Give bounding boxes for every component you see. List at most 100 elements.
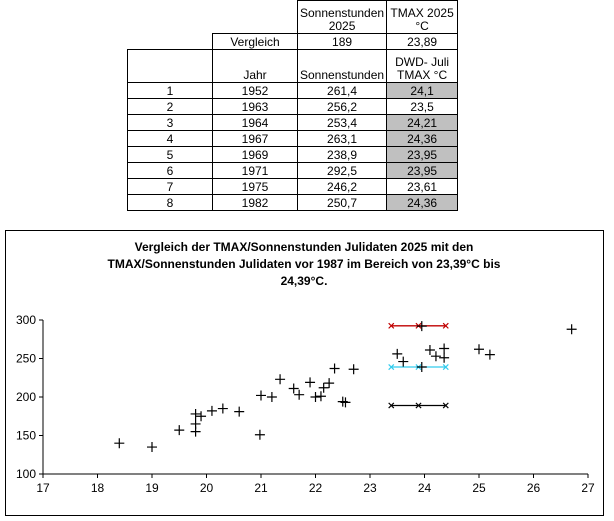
data-point [392, 348, 403, 359]
data-point [416, 361, 427, 372]
data-point [439, 352, 450, 363]
x-tick-label: 18 [91, 481, 105, 495]
row-number: 5 [127, 146, 213, 163]
row-number: 7 [127, 178, 213, 195]
row-tmax: 24,36 [386, 130, 459, 147]
data-point [318, 382, 329, 393]
data-point [254, 429, 265, 440]
table-row: 7 1975 246,2 23,61 [127, 178, 459, 195]
data-point [294, 389, 305, 400]
reference-marker [415, 402, 422, 409]
data-point [424, 345, 435, 356]
data-point [484, 349, 495, 360]
x-tick-label: 27 [581, 481, 595, 495]
data-point [190, 426, 201, 437]
data-point [416, 321, 427, 332]
data-point [217, 403, 228, 414]
header2-tmax: DWD- Juli TMAX °C [386, 49, 459, 83]
row-number: 3 [127, 114, 213, 131]
row-year: 1969 [212, 146, 298, 163]
row-tmax: 23,95 [386, 162, 459, 179]
data-point [190, 408, 201, 419]
row-number: 8 [127, 194, 213, 211]
table-row: 2 1963 256,2 23,5 [127, 98, 459, 115]
row-year: 1963 [212, 98, 298, 115]
reference-marker [442, 364, 449, 371]
chart-title-line: Vergleich der TMAX/Sonnenstunden Julidat… [134, 240, 474, 254]
vergleich-sonnen: 189 [296, 33, 388, 50]
row-sonnenstunden: 246,2 [296, 178, 388, 195]
vergleich-empty [128, 34, 213, 50]
reference-marker [388, 402, 395, 409]
x-tick-label: 19 [145, 481, 159, 495]
row-sonnenstunden: 292,5 [296, 162, 388, 179]
table-row: 1 1952 261,4 24,1 [127, 82, 459, 99]
row-year: 1971 [212, 162, 298, 179]
reference-marker [388, 322, 395, 329]
data-point [324, 378, 335, 389]
data-point [348, 364, 359, 375]
chart-title-line: 24,39°C. [280, 274, 328, 288]
data-point [398, 356, 409, 367]
data-point [329, 363, 340, 374]
table-row: 3 1964 253,4 24,21 [127, 114, 459, 131]
data-point [337, 396, 348, 407]
row-sonnenstunden: 238,9 [296, 146, 388, 163]
x-tick-label: 24 [418, 481, 432, 495]
scatter-plot: 100 150 200 250 300 17 18 19 20 21 22 23 24 25 26 27 [16, 313, 595, 495]
table-row: 8 1982 250,7 24,36 [127, 194, 459, 211]
y-tick-label: 250 [16, 352, 36, 366]
chart-title-line: TMAX/Sonnenstunden Julidaten vor 1987 im… [107, 257, 501, 271]
table-row: 5 1969 238,9 23,95 [127, 146, 459, 163]
chart-title: Vergleich der TMAX/Sonnenstunden Julidat… [74, 239, 534, 290]
y-tick-label: 200 [16, 390, 36, 404]
row-year: 1964 [212, 114, 298, 131]
reference-marker [388, 364, 395, 371]
header-empty-1 [128, 1, 213, 34]
x-tick-label: 22 [309, 481, 323, 495]
row-year: 1967 [212, 130, 298, 147]
data-point [196, 411, 207, 422]
data-point [430, 351, 441, 362]
data-point [256, 390, 266, 401]
data-point [266, 392, 277, 402]
data-point [439, 343, 450, 354]
row-sonnenstunden: 263,1 [296, 130, 388, 147]
row-tmax: 23,95 [386, 146, 459, 163]
x-tick-label: 26 [527, 481, 541, 495]
row-sonnenstunden: 261,4 [296, 82, 388, 99]
chart-area: Vergleich der TMAX/Sonnenstunden Julidat… [5, 230, 604, 516]
row-tmax: 24,21 [386, 114, 459, 131]
row-sonnenstunden: 256,2 [296, 98, 388, 115]
data-point [340, 397, 351, 408]
x-tick-label: 17 [36, 481, 50, 495]
data-point [288, 383, 299, 394]
vergleich-tmax: 23,89 [386, 33, 459, 50]
row-sonnenstunden: 253,4 [296, 114, 388, 131]
row-tmax: 23,61 [386, 178, 459, 195]
row-number: 2 [127, 98, 213, 115]
x-tick-label: 25 [472, 481, 486, 495]
x-tick-label: 21 [254, 481, 268, 495]
header-tmax-2025: TMAX 2025 °C [386, 0, 459, 34]
x-tick-label: 20 [200, 481, 214, 495]
vergleich-label: Vergleich [212, 33, 298, 50]
row-number: 4 [127, 130, 213, 147]
row-tmax: 24,1 [386, 82, 459, 99]
data-point [147, 442, 157, 453]
table-row: 6 1971 292,5 23,95 [127, 162, 459, 179]
data-point [315, 391, 326, 402]
data-point [275, 374, 286, 385]
row-sonnenstunden: 250,7 [296, 194, 388, 211]
header2-sonnen: Sonnenstunden [296, 49, 388, 83]
row-year: 1952 [212, 82, 298, 99]
data-point [566, 324, 577, 335]
row-number: 1 [127, 82, 213, 99]
header-empty-2 [213, 1, 298, 34]
x-tick-label: 23 [363, 481, 377, 495]
reference-marker [442, 402, 449, 409]
comparison-table: Sonnenstunden 2025 TMAX 2025 °C Vergleic… [127, 0, 459, 211]
data-point [234, 406, 245, 417]
data-point [114, 438, 125, 449]
y-tick-label: 100 [16, 467, 36, 481]
